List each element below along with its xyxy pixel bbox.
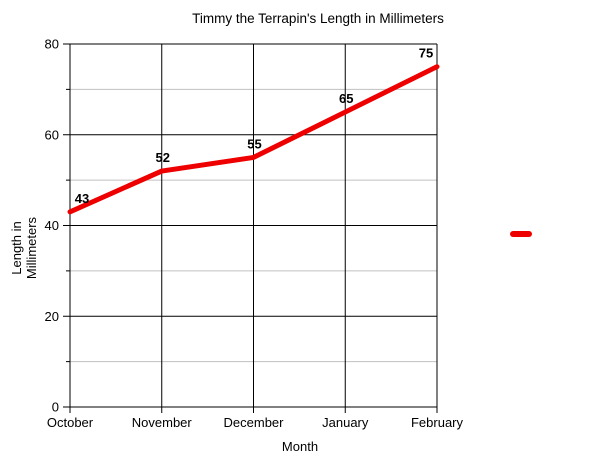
y-tick-label: 0 [52, 400, 59, 415]
x-tick-label: February [411, 415, 464, 430]
y-tick-label: 60 [45, 127, 59, 142]
y-tick-label: 20 [45, 309, 59, 324]
x-tick-label: November [132, 415, 193, 430]
data-label: 43 [75, 191, 89, 206]
x-tick-label: December [224, 415, 285, 430]
y-axis-label-line2: Millimeters [24, 216, 39, 280]
y-tick-label: 40 [45, 218, 59, 233]
x-tick-label: January [322, 415, 369, 430]
data-label: 75 [419, 46, 433, 61]
y-tick-label: 80 [45, 37, 59, 52]
y-axis-label: Length in Millimeters [9, 217, 39, 279]
data-label: 65 [339, 91, 353, 106]
legend-line-marker [510, 231, 532, 237]
y-axis-label-line1: Length in [9, 221, 24, 275]
data-label: 55 [247, 136, 261, 151]
x-axis-label: Month [281, 439, 319, 454]
chart-title: Timmy the Terrapin's Length in Millimete… [192, 11, 444, 26]
data-label: 52 [156, 150, 170, 165]
data-line [67, 64, 440, 215]
x-tick-label: October [47, 415, 94, 430]
